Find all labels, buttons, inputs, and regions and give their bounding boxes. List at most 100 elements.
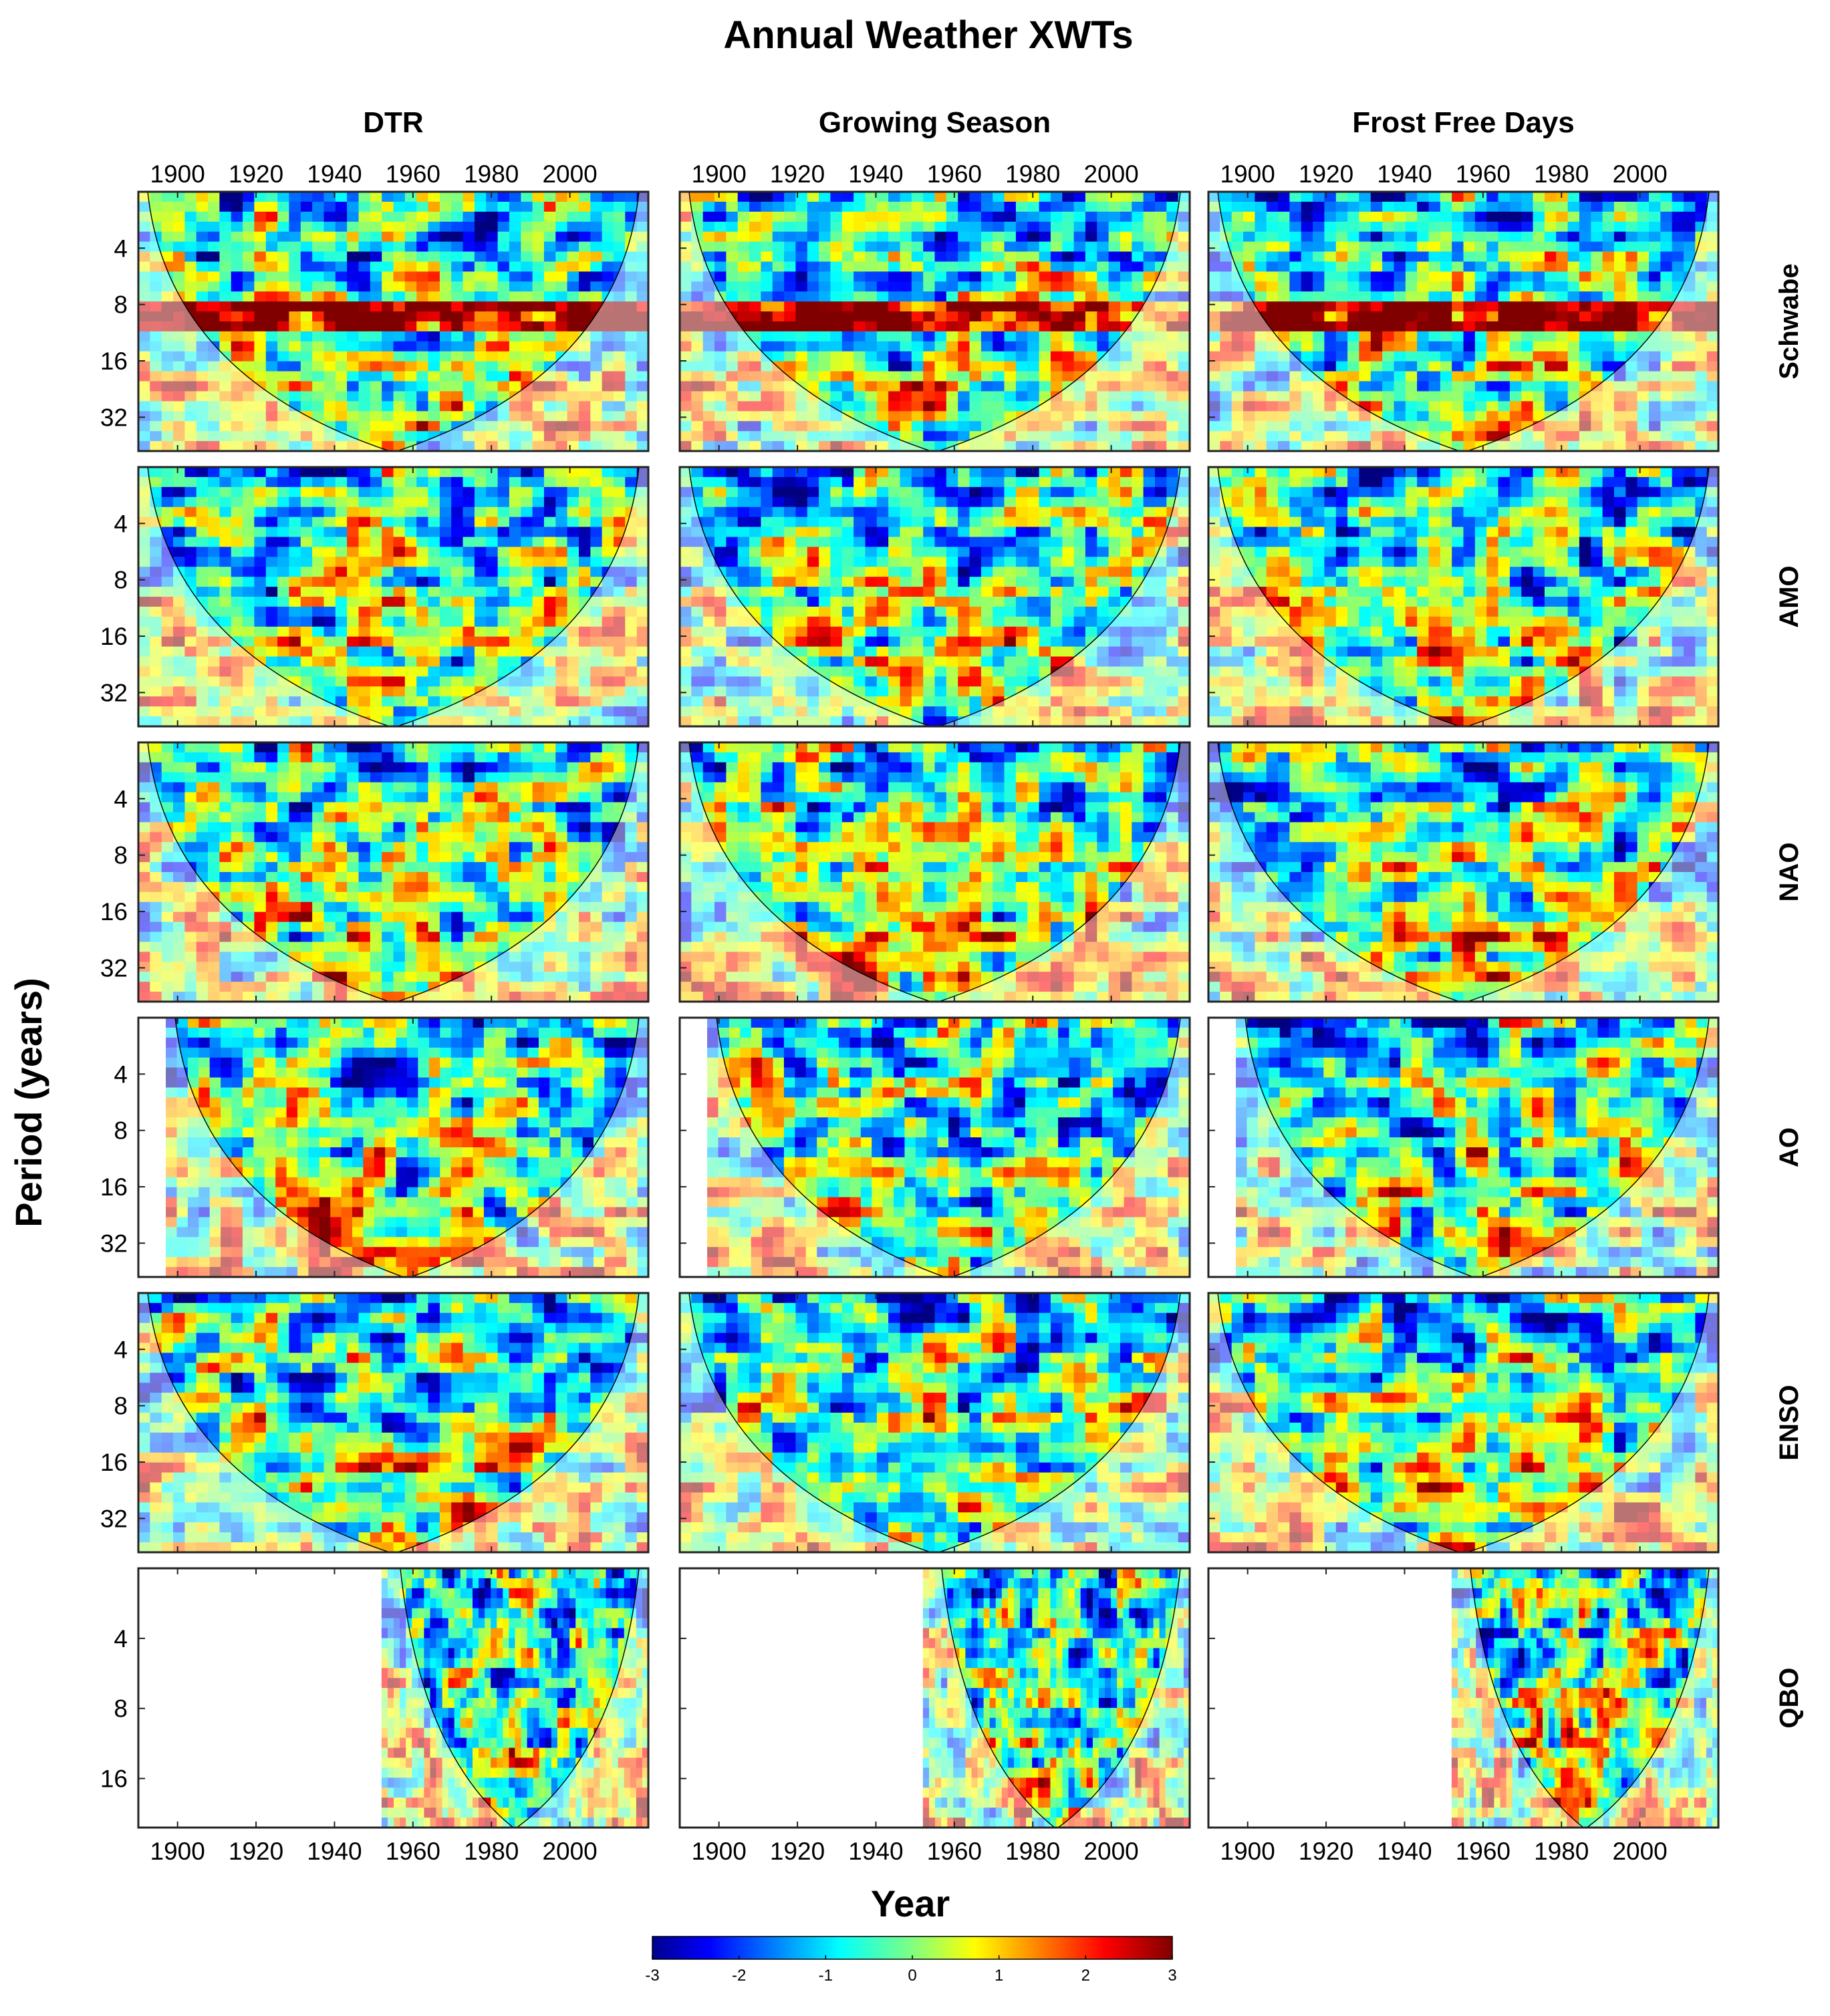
heatmap-cell (404, 486, 417, 498)
heatmap-cell (1289, 201, 1302, 212)
heatmap-cell (680, 467, 692, 478)
heatmap-cell (335, 646, 348, 658)
heatmap-cell (335, 251, 348, 263)
heatmap-cell (969, 391, 982, 402)
heatmap-cell (393, 557, 406, 567)
heatmap-cell (1313, 281, 1325, 292)
heatmap-cell (474, 211, 487, 223)
heatmap-cell (208, 321, 221, 332)
heatmap-cell (614, 271, 626, 283)
heatmap-cell (335, 626, 348, 637)
heatmap-cell (1359, 431, 1371, 442)
heatmap-cell (900, 381, 912, 392)
heatmap-cell (946, 496, 958, 508)
heatmap-cell (532, 231, 545, 243)
heatmap-cell (1039, 271, 1051, 283)
heatmap-cell (1004, 351, 1017, 362)
heatmap-cell (1097, 401, 1109, 412)
heatmap-cell (243, 231, 255, 243)
heatmap-cell (946, 221, 958, 233)
heatmap-cell (428, 606, 440, 617)
heatmap-cell (335, 686, 348, 697)
heatmap-cell (370, 341, 382, 352)
heatmap-cell (474, 696, 487, 707)
heatmap-cell (532, 431, 545, 442)
heatmap-cell (993, 231, 1005, 243)
heatmap-cell (428, 567, 440, 577)
heatmap-cell (749, 381, 762, 392)
heatmap-cell (1324, 251, 1337, 263)
heatmap-cell (1533, 301, 1545, 312)
heatmap-cell (265, 301, 278, 312)
heatmap-cell (1313, 241, 1325, 253)
heatmap-cell (1382, 361, 1395, 372)
heatmap-cell (1347, 441, 1360, 451)
heatmap-cell (1405, 411, 1418, 422)
y-tick-label: 8 (114, 567, 128, 594)
heatmap-cell (1428, 301, 1441, 312)
heatmap-cell (335, 577, 348, 587)
heatmap-cell (714, 331, 727, 342)
heatmap-cell (1301, 361, 1313, 372)
heatmap-cell (416, 351, 429, 362)
heatmap-cell (958, 391, 970, 402)
heatmap-cell (173, 351, 186, 362)
heatmap-cell (532, 221, 545, 233)
heatmap-cell (138, 557, 151, 567)
heatmap-cell (1684, 421, 1696, 432)
heatmap-cell (161, 371, 174, 382)
heatmap-cell (1004, 371, 1017, 382)
heatmap-cell (1289, 211, 1302, 223)
heatmap-cell (807, 301, 819, 312)
heatmap-cell (532, 351, 545, 362)
heatmap-cell (784, 271, 797, 283)
heatmap-cell (841, 221, 854, 233)
heatmap-cell (1498, 231, 1511, 243)
heatmap-cell (1108, 391, 1121, 402)
heatmap-cell (579, 351, 592, 362)
heatmap-cell (1637, 331, 1650, 342)
heatmap-cell (196, 696, 209, 707)
heatmap-cell (714, 271, 727, 283)
heatmap-cell (841, 301, 854, 312)
heatmap-cell (854, 201, 866, 212)
heatmap-cell (474, 557, 487, 567)
heatmap-cell (486, 431, 499, 442)
heatmap-cell (1243, 331, 1256, 342)
heatmap-cell (1463, 192, 1476, 202)
heatmap-cell (161, 301, 174, 312)
heatmap-cell (614, 606, 626, 617)
heatmap-cell (1417, 421, 1430, 432)
heatmap-cell (138, 646, 151, 658)
heatmap-cell (1255, 371, 1267, 382)
heatmap-cell (761, 281, 773, 292)
heatmap-cell (876, 391, 889, 402)
heatmap-cell (1440, 411, 1452, 422)
heatmap-cell (323, 201, 336, 212)
heatmap-cell (567, 391, 579, 402)
heatmap-cell (602, 211, 614, 223)
heatmap-cell (1452, 331, 1464, 342)
heatmap-cell (277, 646, 290, 658)
heatmap-cell (614, 666, 626, 678)
heatmap-cell (243, 291, 255, 302)
heatmap-cell (173, 421, 186, 432)
heatmap-cell (521, 371, 533, 382)
heatmap-cell (1591, 251, 1603, 263)
heatmap-cell (138, 476, 151, 488)
heatmap-cell (208, 517, 221, 528)
heatmap-cell (923, 381, 936, 392)
heatmap-cell (312, 716, 325, 726)
heatmap-cell (702, 441, 715, 451)
heatmap-cell (1359, 401, 1371, 412)
heatmap-cell (1440, 341, 1452, 352)
heatmap-cell (636, 281, 648, 292)
heatmap-cell (1132, 211, 1144, 223)
heatmap-cell (625, 301, 638, 312)
heatmap-cell (289, 517, 301, 528)
heatmap-cell (602, 587, 614, 597)
heatmap-cell (428, 626, 440, 637)
heatmap-cell (795, 271, 808, 283)
heatmap-cell (161, 567, 174, 577)
heatmap-cell (888, 201, 901, 212)
